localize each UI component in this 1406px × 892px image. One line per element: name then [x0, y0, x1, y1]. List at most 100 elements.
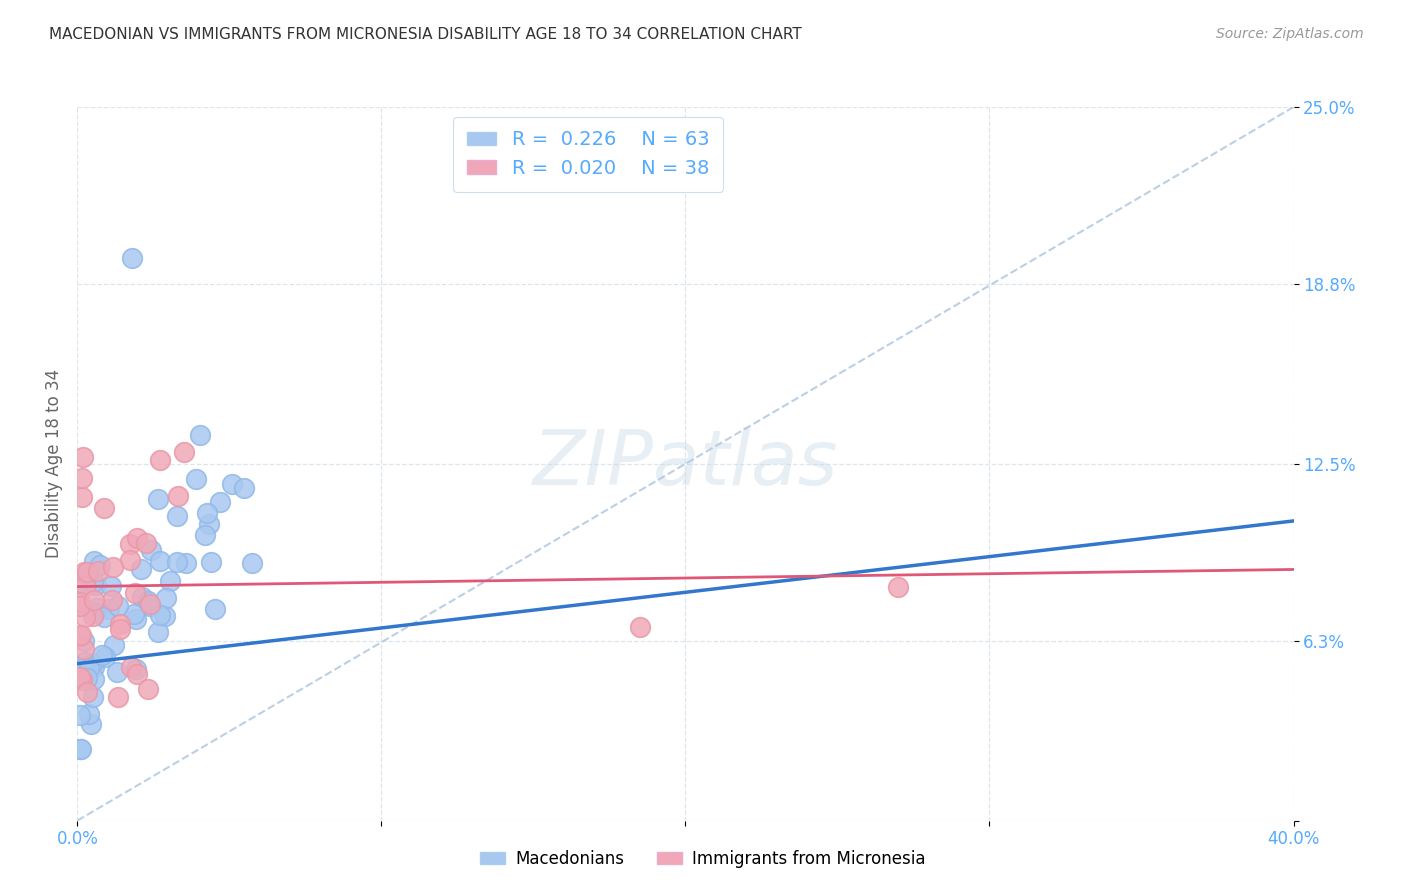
Point [73, 633, 96, 648]
Point [69, 742, 91, 756]
Point [159, 574, 181, 589]
Point [103, 638, 125, 652]
Point [83, 659, 105, 673]
Point [69, 707, 91, 722]
Point [93, 610, 115, 624]
Point [73, 565, 96, 579]
Point [124, 612, 146, 626]
Point [194, 527, 217, 541]
Point [89, 558, 111, 573]
Point [190, 428, 212, 442]
Text: MACEDONIAN VS IMMIGRANTS FROM MICRONESIA DISABILITY AGE 18 TO 34 CORRELATION CHA: MACEDONIAN VS IMMIGRANTS FROM MICRONESIA… [49, 27, 801, 42]
Point [86, 600, 108, 615]
Point [120, 660, 142, 674]
Point [93, 500, 115, 515]
Point [103, 560, 125, 574]
Point [174, 556, 197, 570]
Point [77, 706, 100, 721]
Point [86, 564, 108, 578]
Point [120, 537, 142, 551]
Point [70, 673, 93, 688]
Point [221, 477, 243, 491]
Point [628, 619, 651, 633]
Point [125, 662, 148, 676]
Point [139, 543, 162, 558]
Point [83, 593, 105, 607]
Point [72, 450, 94, 465]
Point [232, 482, 254, 496]
Point [124, 586, 146, 600]
Point [82, 608, 104, 623]
Point [149, 607, 172, 622]
Point [198, 517, 221, 532]
Point [69, 670, 91, 684]
Point [129, 562, 152, 576]
Point [69, 595, 91, 609]
Point [139, 599, 162, 613]
Point [77, 661, 100, 675]
Point [136, 593, 159, 607]
Point [84, 577, 107, 591]
Point [121, 252, 143, 266]
Point [131, 590, 153, 604]
Point [108, 622, 131, 636]
Point [82, 690, 104, 704]
Point [76, 565, 98, 579]
Point [120, 553, 142, 567]
Point [166, 508, 188, 523]
Point [70, 628, 93, 642]
Point [155, 591, 177, 605]
Point [69, 580, 91, 594]
Point [91, 648, 114, 662]
Point [167, 489, 190, 503]
Point [136, 681, 159, 696]
Point [69, 742, 91, 756]
Point [75, 665, 97, 679]
Point [75, 579, 97, 593]
Point [100, 579, 122, 593]
Point [73, 655, 96, 669]
Point [208, 495, 231, 509]
Point [148, 492, 170, 507]
Point [166, 555, 188, 569]
Point [69, 599, 91, 613]
Point [107, 599, 129, 613]
Point [204, 601, 226, 615]
Point [135, 536, 157, 550]
Point [240, 556, 263, 570]
Point [127, 531, 149, 545]
Point [153, 609, 176, 624]
Point [80, 657, 103, 672]
Legend: R =  0.226    N = 63, R =  0.020    N = 38: R = 0.226 N = 63, R = 0.020 N = 38 [453, 117, 723, 192]
Point [72, 574, 94, 589]
Point [124, 607, 146, 621]
Point [107, 690, 129, 704]
Point [69, 629, 91, 643]
Point [70, 470, 93, 484]
Point [127, 667, 149, 681]
Point [76, 672, 98, 686]
Point [69, 660, 91, 674]
Point [84, 606, 107, 620]
Text: Source: ZipAtlas.com: Source: ZipAtlas.com [1216, 27, 1364, 41]
Point [80, 717, 103, 731]
Point [83, 672, 105, 686]
Point [77, 567, 100, 582]
Text: ZIPatlas: ZIPatlas [533, 427, 838, 500]
Point [72, 661, 94, 675]
Point [72, 490, 94, 504]
Point [149, 453, 172, 467]
Point [146, 625, 169, 640]
Point [186, 472, 208, 486]
Point [149, 554, 172, 568]
Point [173, 445, 195, 459]
Point [76, 685, 98, 699]
Point [83, 553, 105, 567]
Point [73, 609, 96, 624]
Point [73, 641, 96, 656]
Point [195, 506, 218, 520]
Legend: Macedonians, Immigrants from Micronesia: Macedonians, Immigrants from Micronesia [474, 844, 932, 875]
Point [108, 617, 131, 632]
Point [139, 597, 162, 611]
Point [200, 555, 222, 569]
